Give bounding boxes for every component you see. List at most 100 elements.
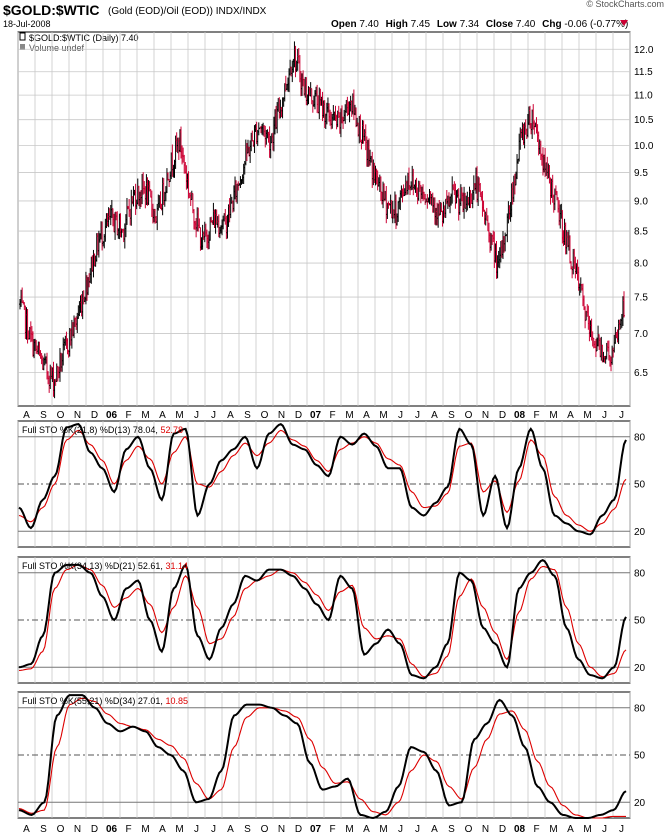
stochastic-y-tick-label: 50 — [634, 751, 646, 762]
price-bar — [623, 291, 625, 318]
month-tick-label: A — [363, 824, 370, 835]
month-tick-label: A — [159, 410, 166, 421]
stochastic-d-line — [18, 697, 626, 819]
month-tick-label: J — [211, 824, 216, 835]
month-tick-label: O — [465, 410, 473, 421]
month-tick-label: J — [602, 824, 607, 835]
month-tick-label: J — [398, 410, 403, 421]
stochastic-legend: Full STO %K(34,13) %D(21) 52.61, 31.14 — [22, 561, 188, 571]
month-tick-label: N — [74, 410, 81, 421]
month-tick-label: F — [533, 410, 539, 421]
month-tick-label: A — [23, 824, 30, 835]
month-tick-label: M — [583, 824, 591, 835]
volume-legend-icon — [20, 44, 25, 50]
month-tick-label: O — [261, 824, 269, 835]
price-y-tick-label: 8.0 — [634, 259, 648, 270]
month-tick-label: S — [244, 410, 251, 421]
month-tick-label: N — [278, 824, 285, 835]
month-tick-label: A — [431, 410, 438, 421]
price-panel: 6.5 7.0 7.5 8.0 8.5 9.0 9.5 10.0 10.5 11.0 11.5 12.… — [17, 31, 654, 407]
month-tick-label: D — [499, 824, 506, 835]
quote-line: Open 7.40 High 7.45 Low 7.34 Close 7.40 … — [331, 19, 628, 30]
month-tick-label: A — [363, 410, 370, 421]
price-y-tick-label: 11.0 — [634, 91, 653, 102]
stochastic-y-tick-label: 50 — [634, 480, 646, 491]
stochastic-y-tick-label: 20 — [634, 527, 646, 538]
main-legend-text: $GOLD:$WTIC (Daily) 7.40 — [29, 33, 139, 43]
stochastic-y-tick-label: 50 — [634, 616, 646, 627]
month-tick-label: J — [194, 824, 199, 835]
month-tick-label: A — [227, 824, 234, 835]
price-y-tick-label: 9.0 — [634, 196, 648, 207]
stochastic-d-line — [18, 429, 627, 532]
price-y-axis: 6.5 7.0 7.5 8.0 8.5 9.0 9.5 10.0 10.5 11.0 11.5 12.… — [634, 45, 654, 379]
month-tick-label: D — [295, 410, 302, 421]
month-tick-label: M — [175, 410, 183, 421]
price-y-tick-label: 10.0 — [634, 141, 654, 152]
month-tick-label: J — [415, 410, 420, 421]
stochastic-k-line — [18, 422, 627, 536]
month-tick-label: M — [379, 824, 387, 835]
month-tick-label: M — [141, 824, 149, 835]
month-tick-label: D — [499, 410, 506, 421]
chart-date: 18-Jul-2008 — [3, 19, 51, 29]
stochastic-panel-21-8: 20 50 80 Full STO %K(21,8) %D(13) 78.04, 5… — [17, 420, 646, 548]
month-tick-label: N — [482, 824, 489, 835]
month-tick-label: J — [194, 410, 199, 421]
month-tick-label: O — [57, 410, 65, 421]
price-y-tick-label: 7.5 — [634, 293, 648, 304]
stochastic-y-tick-label: 20 — [634, 798, 646, 809]
month-tick-label: J — [619, 410, 624, 421]
month-tick-label: S — [448, 410, 455, 421]
month-tick-label: A — [159, 824, 166, 835]
x-axis-bottom: A S O N D 06 F M A M J J A S O N D 07 F M A M J J A S O N D 08 F M A M J J — [23, 824, 624, 835]
month-tick-label: M — [345, 824, 353, 835]
price-bars — [19, 41, 625, 399]
month-tick-label: J — [619, 824, 624, 835]
month-tick-label: F — [533, 824, 539, 835]
month-tick-label: S — [244, 824, 251, 835]
stochastic-y-axis: 20 50 80 — [634, 432, 646, 538]
month-tick-label: F — [125, 824, 131, 835]
month-tick-label: N — [278, 410, 285, 421]
price-y-tick-label: 10.5 — [634, 115, 654, 126]
month-tick-label: O — [261, 410, 269, 421]
stochastic-y-axis: 20 50 80 — [634, 703, 646, 809]
symbol-title: $GOLD:$WTIC — [3, 2, 99, 18]
price-y-tick-label: 11.5 — [634, 67, 653, 78]
symbol-description: (Gold (EOD)/Oil (EOD)) INDX/INDX — [108, 6, 267, 17]
price-y-tick-label: 6.5 — [634, 368, 648, 379]
month-tick-label: F — [329, 824, 335, 835]
stochastic-k-line — [18, 558, 627, 680]
price-y-tick-label: 8.5 — [634, 227, 648, 238]
month-tick-label: M — [379, 410, 387, 421]
month-tick-label: 06 — [106, 824, 118, 835]
month-tick-label: D — [91, 824, 98, 835]
stochastic-panel-55-21: 20 50 80 Full STO %K(55,21) %D(34) 27.01, … — [17, 691, 646, 820]
stochastic-legend: Full STO %K(21,8) %D(13) 78.04, 52.78 — [22, 425, 183, 435]
month-tick-label: S — [448, 824, 455, 835]
month-tick-label: D — [91, 410, 98, 421]
month-tick-label: A — [23, 410, 30, 421]
month-tick-label: A — [431, 824, 438, 835]
month-tick-label: D — [295, 824, 302, 835]
month-tick-label: M — [175, 824, 183, 835]
month-tick-label: 08 — [514, 824, 526, 835]
stochastic-y-tick-label: 80 — [634, 703, 646, 714]
month-tick-label: M — [549, 410, 557, 421]
month-tick-label: S — [40, 824, 47, 835]
main-legend: $GOLD:$WTIC (Daily) 7.40 Volume undef — [19, 32, 139, 53]
copyright: © StockCharts.com — [586, 0, 664, 9]
month-tick-label: M — [345, 410, 353, 421]
month-tick-label: J — [211, 410, 216, 421]
month-tick-label: O — [465, 824, 473, 835]
stochastic-legend: Full STO %K(55,21) %D(34) 27.01, 10.85 — [22, 696, 188, 706]
stochastic-gridlines — [17, 557, 631, 683]
month-tick-label: 08 — [514, 410, 526, 421]
price-bar — [134, 183, 137, 215]
month-tick-label: 07 — [310, 410, 322, 421]
month-tick-label: J — [398, 824, 403, 835]
month-tick-label: M — [141, 410, 149, 421]
